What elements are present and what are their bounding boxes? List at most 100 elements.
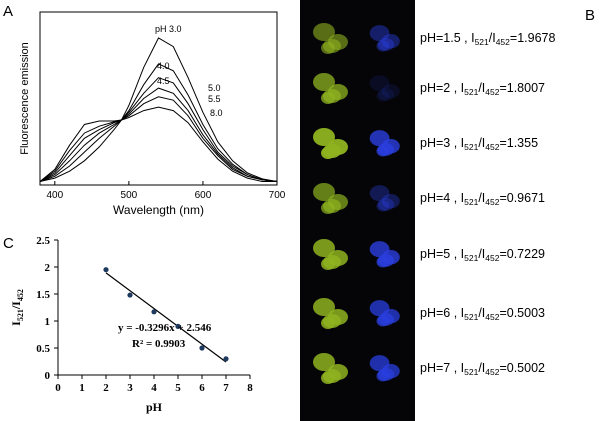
y-axis-label-part: I: [9, 321, 23, 326]
green-cell-image: [321, 317, 335, 329]
ratio-label-part: /I: [478, 247, 485, 261]
data-point: [151, 309, 157, 315]
ratio-label-part: 521: [464, 253, 478, 263]
panel-label: C: [3, 235, 14, 252]
plot-frame: [39, 11, 278, 186]
green-cell-image: [313, 239, 335, 257]
ratio-label: pH=4 , I521/I452=0.9671: [420, 191, 545, 207]
curve-label: 8.0: [210, 108, 223, 118]
x-tick-label: 3: [127, 382, 133, 394]
ratio-label-part: =0.9671: [499, 191, 545, 205]
x-axis-label: Wavelength (nm): [113, 203, 204, 217]
ratio-label-part: /I: [489, 31, 496, 45]
ratio-label-part: /I: [478, 191, 485, 205]
blue-cell-image: [381, 34, 400, 49]
ratio-label-part: 521: [464, 367, 478, 377]
blue-cell-image: [376, 256, 390, 268]
spectrum-line: [39, 106, 277, 182]
ratio-label-part: 452: [496, 37, 510, 47]
x-tick-label: 8: [247, 382, 253, 394]
ratio-label-part: pH=5 , I: [420, 247, 464, 261]
ratio-label-part: 452: [485, 312, 499, 322]
blue-cell-image: [381, 194, 400, 209]
ratio-label-part: 452: [485, 253, 499, 263]
ratio-label-part: =1.8007: [499, 81, 545, 95]
ratio-label: pH=7 , I521/I452=0.5002: [420, 361, 545, 377]
green-cell-image: [313, 353, 335, 371]
ratio-label: pH=3 , I521/I452=1.355: [420, 136, 538, 152]
ratio-label-part: /I: [478, 136, 485, 150]
y-axis-label-part: 521: [16, 309, 25, 321]
y-tick-label: 0: [45, 370, 51, 382]
ratio-label-part: 452: [485, 87, 499, 97]
green-cell-image: [321, 258, 335, 270]
x-tick-label: 400: [46, 190, 63, 201]
ratio-label-part: /I: [478, 361, 485, 375]
blue-cell-image: [376, 90, 390, 102]
data-point: [175, 323, 181, 329]
curve-label: 5.5: [208, 94, 221, 104]
green-cell-image: [313, 23, 335, 41]
blue-cell-image: [376, 40, 390, 52]
fit-annotation: y = -0.3296x + 2.546: [118, 322, 212, 334]
green-cell-image: [321, 147, 335, 159]
blue-cell-image: [376, 370, 390, 382]
data-point: [199, 345, 205, 351]
y-tick-label: 2: [45, 262, 51, 274]
ratio-label-part: 521: [464, 87, 478, 97]
blue-cell-image: [369, 25, 390, 42]
green-cell-image: [313, 128, 335, 146]
green-cell-image: [321, 202, 335, 214]
ratio-label: pH=2 , I521/I452=1.8007: [420, 81, 545, 97]
fit-annotation: R² = 0.9903: [132, 338, 186, 350]
y-tick-label: 0.5: [36, 343, 50, 355]
y-axis-label-part: 452: [16, 289, 25, 301]
green-cell-image: [321, 42, 335, 54]
spectrum-line: [39, 96, 278, 182]
spectrum-line: [39, 87, 278, 182]
green-cell-image: [313, 298, 335, 316]
ratio-label-part: =0.7229: [499, 247, 545, 261]
ratio-label-part: =0.5003: [499, 306, 545, 320]
ratio-label-part: pH=1.5 , I: [420, 31, 475, 45]
green-cell-image: [321, 372, 335, 384]
ratio-label-part: pH=3 , I: [420, 136, 464, 150]
blue-cell-image: [376, 315, 390, 327]
x-tick-label: 7: [223, 382, 229, 394]
curve-label: 5.0: [208, 83, 221, 93]
ratio-label: pH=1.5 , I521/I452=1.9678: [420, 31, 555, 47]
ratio-label: pH=5 , I521/I452=0.7229: [420, 247, 545, 263]
ratio-label-part: 452: [485, 142, 499, 152]
ratio-label-part: 521: [475, 37, 489, 47]
x-tick-label: 600: [195, 190, 212, 201]
x-tick-label: 700: [269, 190, 286, 201]
ratio-label-part: /I: [478, 306, 485, 320]
blue-cell-image: [377, 88, 395, 101]
y-tick-label: 2.5: [36, 235, 50, 247]
data-point: [103, 267, 109, 273]
blue-cell-image: [381, 84, 400, 99]
blue-cell-image: [376, 145, 390, 157]
x-tick-label: 5: [175, 382, 181, 394]
ratio-label-part: =1.9678: [510, 31, 556, 45]
data-point: [223, 356, 229, 362]
blue-cell-image: [377, 198, 395, 211]
curve-label: pH 3.0: [155, 24, 182, 34]
spectrum-line: [39, 63, 278, 182]
x-tick-label: 2: [103, 382, 109, 394]
ratio-label-part: 452: [485, 197, 499, 207]
y-tick-label: 1: [45, 316, 51, 328]
green-cell-image: [313, 183, 335, 201]
ratio-label-part: /I: [478, 81, 485, 95]
curve-label: 4.0: [157, 61, 170, 71]
panel-label: B: [585, 7, 595, 24]
micrograph-strip: [300, 0, 415, 421]
ratio-label-part: 521: [464, 142, 478, 152]
green-cell-image: [313, 73, 335, 91]
data-point: [127, 292, 133, 298]
x-tick-label: 0: [55, 382, 61, 394]
y-tick-label: 1.5: [36, 289, 50, 301]
ratio-label: pH=6 , I521/I452=0.5003: [420, 306, 545, 322]
panel-label: A: [3, 3, 13, 20]
